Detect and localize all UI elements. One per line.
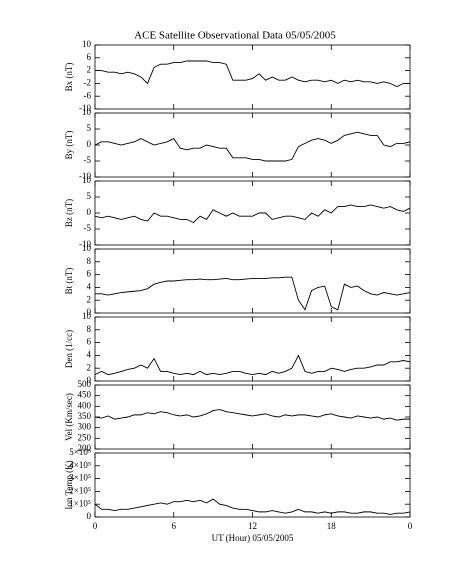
y-tick-label: 0 <box>87 307 92 317</box>
y-tick-label: 250 <box>78 432 92 442</box>
y-axis-label: Bt (nT) <box>64 268 74 295</box>
x-tick-label: 0 <box>408 521 413 531</box>
y-tick-label: 2 <box>87 65 92 75</box>
y-tick-label: -6 <box>84 90 92 100</box>
data-line <box>94 354 411 376</box>
data-line <box>95 60 410 88</box>
y-axis-label: Vel (Km/sec) <box>64 393 74 441</box>
y-axis-label: Bx (nT) <box>64 63 74 92</box>
y-tick-label: 2×10⁵ <box>69 485 91 495</box>
y-tick-label: 10 <box>82 243 92 253</box>
y-tick-label: 200 <box>78 443 92 453</box>
y-tick-label: 8 <box>87 256 92 266</box>
y-tick-label: 0 <box>87 511 92 521</box>
y-tick-label: 10 <box>82 311 92 321</box>
y-tick-label: 5×10⁵ <box>69 447 91 457</box>
x-axis-label: UT (Hour) 05/05/2005 <box>212 533 294 543</box>
data-line <box>94 204 411 224</box>
y-tick-label: 400 <box>78 400 92 410</box>
y-tick-label: 6 <box>87 52 92 62</box>
x-tick-label: 12 <box>248 521 257 531</box>
data-line <box>94 498 411 515</box>
y-tick-label: 350 <box>78 411 92 421</box>
y-tick-label: 4×10⁵ <box>69 460 91 470</box>
y-tick-label: 450 <box>78 390 92 400</box>
panel-frame <box>94 180 411 246</box>
y-tick-label: 4 <box>87 349 92 359</box>
data-line <box>94 409 410 421</box>
y-axis-label: By (nT) <box>64 131 74 160</box>
x-tick-label: 6 <box>172 521 177 531</box>
y-tick-label: 8 <box>87 324 92 334</box>
y-tick-label: -10 <box>79 103 91 113</box>
data-line <box>94 131 411 162</box>
y-tick-label: 0 <box>87 207 92 217</box>
y-tick-label: -2 <box>84 77 92 87</box>
y-tick-label: 0 <box>87 139 92 149</box>
panel-frame <box>94 248 411 314</box>
y-tick-label: 5 <box>87 191 92 201</box>
y-tick-label: 0 <box>87 375 92 385</box>
x-tick-label: 0 <box>93 521 98 531</box>
y-axis-label: Bz (nT) <box>64 199 74 227</box>
y-tick-label: 500 <box>78 379 92 389</box>
panel-frame <box>94 44 411 110</box>
y-tick-label: 2 <box>87 294 92 304</box>
chart-title: ACE Satellite Observational Data 05/05/2… <box>134 30 336 42</box>
y-tick-label: 2 <box>87 362 92 372</box>
y-tick-label: 6 <box>87 337 92 347</box>
panel-frame <box>94 112 411 178</box>
data-line <box>95 276 411 311</box>
y-tick-label: -10 <box>79 239 91 249</box>
y-axis-label: Den (1/cc) <box>64 330 74 368</box>
y-tick-label: 1×10⁵ <box>69 498 91 508</box>
x-tick-label: 18 <box>327 521 337 531</box>
panel-frame <box>94 316 411 382</box>
y-tick-label: 3×10⁵ <box>69 473 91 483</box>
panel-frame <box>94 452 411 518</box>
y-tick-label: 10 <box>82 175 92 185</box>
y-tick-label: 300 <box>78 422 92 432</box>
y-tick-label: 10 <box>82 107 92 117</box>
y-tick-label: -5 <box>84 155 92 165</box>
y-axis-label: Ion Temp (K) <box>64 460 74 509</box>
y-tick-label: -10 <box>79 171 91 181</box>
y-tick-label: 5 <box>87 123 92 133</box>
y-tick-label: 6 <box>87 269 92 279</box>
y-tick-label: 4 <box>87 281 92 291</box>
y-tick-label: 10 <box>82 39 92 49</box>
y-tick-label: -5 <box>84 223 92 233</box>
